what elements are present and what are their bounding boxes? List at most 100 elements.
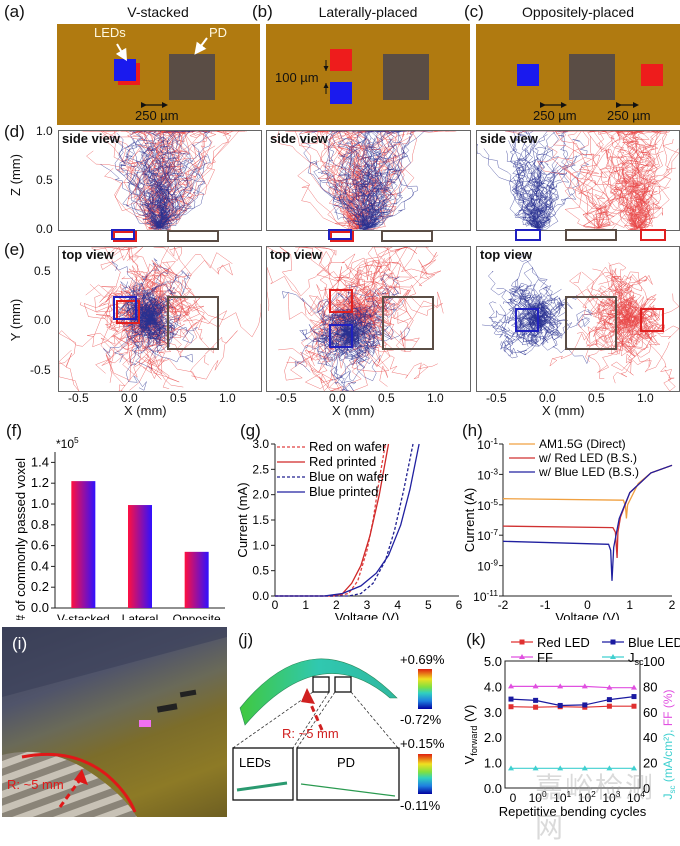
panel-label-i: (i) (12, 634, 28, 653)
pd-arrow (194, 37, 208, 55)
x-tick-label: 2 (333, 598, 340, 612)
x-tick-label: 102 (578, 789, 596, 805)
y-tick-label: 3.0 (252, 437, 269, 451)
legend-label: w/ Blue LED (B.S.) (538, 465, 639, 479)
legend-label: Jsc (628, 650, 644, 667)
panel-label-h: (h) (462, 421, 483, 440)
legend-label: FF (537, 650, 553, 665)
data-point (557, 702, 563, 708)
x-tick-label: 3 (364, 598, 371, 612)
y-left-tick-label: 1.0 (484, 756, 502, 771)
blue-photon-paths (477, 131, 590, 230)
y-tick-label: 0.8 (31, 517, 49, 532)
blue-led-outline (113, 296, 137, 320)
y-left-tick-label: 5.0 (484, 654, 502, 669)
colorbar-bottom-min: -0.11% (400, 798, 441, 813)
sim-radius-label: R: ~5 mm (282, 726, 339, 741)
pd-outline (565, 229, 617, 241)
schematic-b-arrows (323, 60, 329, 94)
xtick: 0.5 (588, 391, 605, 405)
blue-led-outline (328, 229, 352, 240)
panel-label-d: (d) (4, 122, 25, 141)
x-tick-label: 6 (456, 598, 462, 612)
pd-outline (167, 296, 219, 350)
legend-label: Blue LED (628, 635, 680, 650)
data-point (508, 765, 514, 771)
chart-commonly-passed-voxel: 0.0 0.2 0.4 0.6 0.8 1.0 1.2 1.4 *105 V-stacked Lat… (13, 435, 225, 620)
x-tick-label: 2 (669, 598, 676, 612)
bar-lateral (128, 505, 152, 608)
y-tick-label: 0.4 (31, 558, 49, 573)
blue-led-outline (515, 308, 539, 332)
y-tick-label: 10-11 (473, 588, 498, 604)
data-point (606, 697, 612, 703)
xtick: 1.0 (637, 391, 654, 405)
gap-label: 100 µm (275, 70, 319, 85)
leds-label: LEDs (94, 25, 126, 40)
pd-outline (382, 296, 434, 350)
bar-opposite (184, 551, 209, 608)
pd-detail-box (296, 747, 400, 801)
pd-outline (381, 230, 433, 242)
gap-label-right: 250 µm (607, 108, 651, 123)
panel-label-j: (j) (238, 630, 254, 649)
x-tick-label: 1 (302, 598, 309, 612)
y-right-tick-label: 20 (643, 756, 657, 771)
blue-led (330, 82, 352, 104)
photodiode (383, 54, 429, 100)
data-point (557, 765, 564, 771)
series-ff (508, 683, 637, 690)
data-point (631, 684, 637, 690)
schematic-v-stacked: LEDs PD 250 µm (57, 24, 260, 125)
y-left-tick-label: 0.0 (484, 781, 502, 796)
y-tick-label: 10-7 (477, 527, 498, 543)
x-tick-label: 0 (584, 598, 591, 612)
blue-photon-paths (281, 272, 411, 391)
data-point (508, 683, 514, 689)
trajectory-plot (481, 252, 679, 391)
panel-label-k: (k) (466, 630, 486, 649)
colorbar-bottom-max: +0.15% (400, 736, 445, 751)
plot-frame (504, 660, 641, 789)
y-tick-label: 1.2 (31, 475, 49, 490)
leds-zoom-box (312, 676, 330, 693)
y-right-axis-label: Jsc (mA/cm²), FF (%) (661, 690, 677, 800)
data-point (508, 704, 514, 710)
red-led-outline (329, 289, 353, 313)
photo-bent-device: (i) R: ~5 mm (2, 627, 227, 817)
data-point (508, 696, 514, 702)
data-point (631, 703, 637, 709)
x-tick-label: 101 (553, 789, 571, 805)
xtick: 0.5 (170, 391, 187, 405)
top-view-plot-lateral (266, 246, 471, 392)
y-tick-label: 1.5 (252, 513, 269, 527)
side-view-label-a: side view (62, 131, 120, 146)
data-point (631, 694, 637, 700)
pd-outline (167, 230, 219, 242)
blue-led (517, 64, 539, 86)
y-left-tick-label: 4.0 (484, 679, 502, 694)
blue-led (114, 59, 136, 81)
chart-led-iv: 0.0 0.5 1.0 1.5 2.0 2.5 3.0 0 1 2 3 4 5 6 Voltage (V) C… (235, 437, 462, 620)
x-axis-label: Voltage (V) (555, 610, 619, 620)
schematic-c-arrows (540, 102, 639, 108)
chart-bending-reliability: 0.0 1.0 2.0 3.0 4.0 5.0 0 20 40 60 80 100 0 100 101 102… (462, 635, 680, 819)
trajectory-plot (59, 247, 261, 391)
y-tick-label: 10-3 (477, 466, 498, 482)
y-right-tick-label: 40 (643, 730, 657, 745)
x-tick-label: 0 (272, 598, 279, 612)
red-led-outline (640, 229, 666, 241)
x-tick-label: 104 (627, 789, 645, 805)
xtick: 0.0 (329, 391, 346, 405)
red-photon-paths (505, 131, 668, 230)
series-red-on-wafer (275, 443, 387, 597)
series-jsc (508, 765, 637, 771)
panel-label-c: (c) (464, 2, 484, 21)
data-point (532, 765, 539, 771)
data-point (606, 703, 612, 709)
legend-label: AM1.5G (Direct) (539, 437, 626, 451)
side-ytick-1: 1.0 (36, 124, 53, 138)
colorbar-top-min: -0.72% (400, 712, 442, 727)
xtick: 1.0 (219, 391, 236, 405)
blue-photon-paths (100, 131, 215, 230)
